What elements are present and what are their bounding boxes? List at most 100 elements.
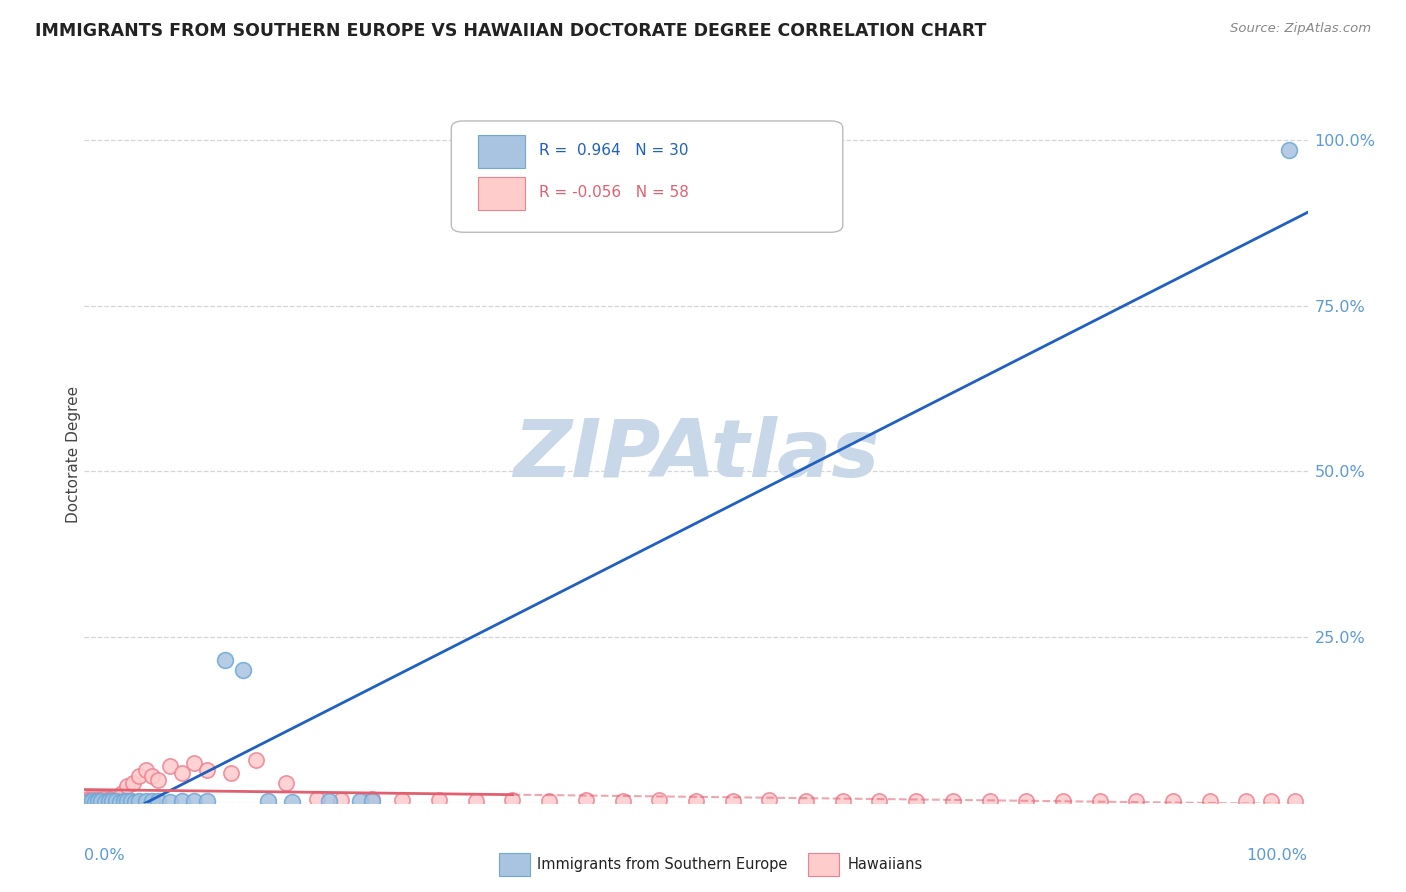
Text: Hawaiians: Hawaiians bbox=[848, 857, 924, 871]
Point bbox=[80, 792, 103, 806]
Point bbox=[107, 793, 129, 807]
FancyBboxPatch shape bbox=[478, 177, 524, 210]
Text: 100.0%: 100.0% bbox=[1247, 848, 1308, 863]
Point bbox=[232, 663, 254, 677]
Point bbox=[90, 795, 112, 809]
Point bbox=[115, 795, 138, 809]
Point bbox=[128, 795, 150, 809]
Point bbox=[979, 794, 1001, 808]
Point bbox=[794, 794, 817, 808]
Point bbox=[1284, 794, 1306, 808]
Point bbox=[1198, 794, 1220, 808]
Point bbox=[124, 795, 146, 809]
Point bbox=[105, 792, 128, 806]
Point bbox=[105, 795, 128, 809]
Point bbox=[575, 793, 598, 807]
Point bbox=[464, 794, 486, 808]
Point bbox=[538, 794, 561, 808]
Point bbox=[83, 794, 105, 808]
Point bbox=[1088, 794, 1111, 808]
Point bbox=[96, 791, 118, 805]
Point bbox=[195, 794, 218, 808]
Point bbox=[276, 776, 298, 790]
Point bbox=[214, 653, 236, 667]
Point bbox=[758, 793, 780, 807]
Point bbox=[1125, 794, 1147, 808]
Point bbox=[1161, 794, 1184, 808]
FancyBboxPatch shape bbox=[478, 135, 524, 169]
Point bbox=[501, 793, 523, 807]
Point bbox=[281, 795, 304, 809]
Point bbox=[141, 794, 163, 808]
FancyBboxPatch shape bbox=[451, 121, 842, 232]
Text: 0.0%: 0.0% bbox=[84, 848, 125, 863]
Point bbox=[94, 795, 117, 809]
Point bbox=[257, 795, 280, 809]
Point bbox=[159, 795, 181, 809]
Point bbox=[159, 759, 181, 773]
Point bbox=[330, 793, 353, 807]
Point bbox=[135, 794, 157, 808]
Point bbox=[146, 772, 169, 787]
Point bbox=[141, 769, 163, 783]
Point bbox=[905, 794, 928, 808]
Point bbox=[831, 794, 853, 808]
Point bbox=[111, 786, 134, 800]
Point bbox=[97, 792, 120, 806]
Point bbox=[869, 794, 891, 808]
Point bbox=[87, 793, 110, 807]
Point bbox=[120, 794, 142, 808]
Point bbox=[685, 794, 707, 808]
Point bbox=[172, 766, 194, 780]
Point bbox=[195, 763, 218, 777]
Point bbox=[427, 793, 450, 807]
Point bbox=[1278, 143, 1301, 157]
Text: R = -0.056   N = 58: R = -0.056 N = 58 bbox=[540, 186, 689, 200]
Point bbox=[77, 795, 100, 809]
Point bbox=[183, 756, 205, 770]
Point bbox=[305, 792, 328, 806]
Point bbox=[122, 776, 145, 790]
Text: Source: ZipAtlas.com: Source: ZipAtlas.com bbox=[1230, 22, 1371, 36]
Point bbox=[75, 794, 97, 808]
Point bbox=[1260, 794, 1282, 808]
Point bbox=[360, 792, 382, 806]
Point bbox=[108, 795, 131, 809]
Point bbox=[1052, 794, 1074, 808]
Point bbox=[115, 779, 138, 793]
Text: IMMIGRANTS FROM SOUTHERN EUROPE VS HAWAIIAN DOCTORATE DEGREE CORRELATION CHART: IMMIGRANTS FROM SOUTHERN EUROPE VS HAWAI… bbox=[35, 22, 987, 40]
Point bbox=[77, 793, 100, 807]
Point bbox=[612, 794, 634, 808]
Point bbox=[721, 794, 744, 808]
Point bbox=[360, 794, 382, 808]
Point bbox=[87, 794, 110, 808]
Point bbox=[100, 792, 122, 806]
Point bbox=[172, 795, 194, 809]
Point bbox=[1015, 794, 1038, 808]
Point bbox=[183, 794, 205, 808]
Point bbox=[103, 793, 125, 807]
Text: R =  0.964   N = 30: R = 0.964 N = 30 bbox=[540, 144, 689, 159]
Point bbox=[128, 769, 150, 783]
Point bbox=[219, 766, 242, 780]
Point bbox=[349, 795, 371, 809]
Point bbox=[146, 795, 169, 809]
Point bbox=[112, 794, 135, 808]
Point bbox=[97, 794, 120, 808]
Point bbox=[245, 753, 267, 767]
Point bbox=[318, 794, 340, 808]
Point bbox=[84, 795, 107, 809]
Point bbox=[942, 794, 965, 808]
Point bbox=[80, 795, 103, 809]
Y-axis label: Doctorate Degree: Doctorate Degree bbox=[66, 386, 80, 524]
Point bbox=[86, 792, 108, 806]
Point bbox=[135, 763, 157, 777]
Point bbox=[93, 793, 115, 807]
Point bbox=[648, 793, 671, 807]
Point bbox=[90, 792, 112, 806]
Text: ZIPAtlas: ZIPAtlas bbox=[513, 416, 879, 494]
Point bbox=[101, 794, 124, 808]
Text: Immigrants from Southern Europe: Immigrants from Southern Europe bbox=[537, 857, 787, 871]
Point bbox=[1234, 794, 1257, 808]
Point bbox=[76, 792, 98, 806]
